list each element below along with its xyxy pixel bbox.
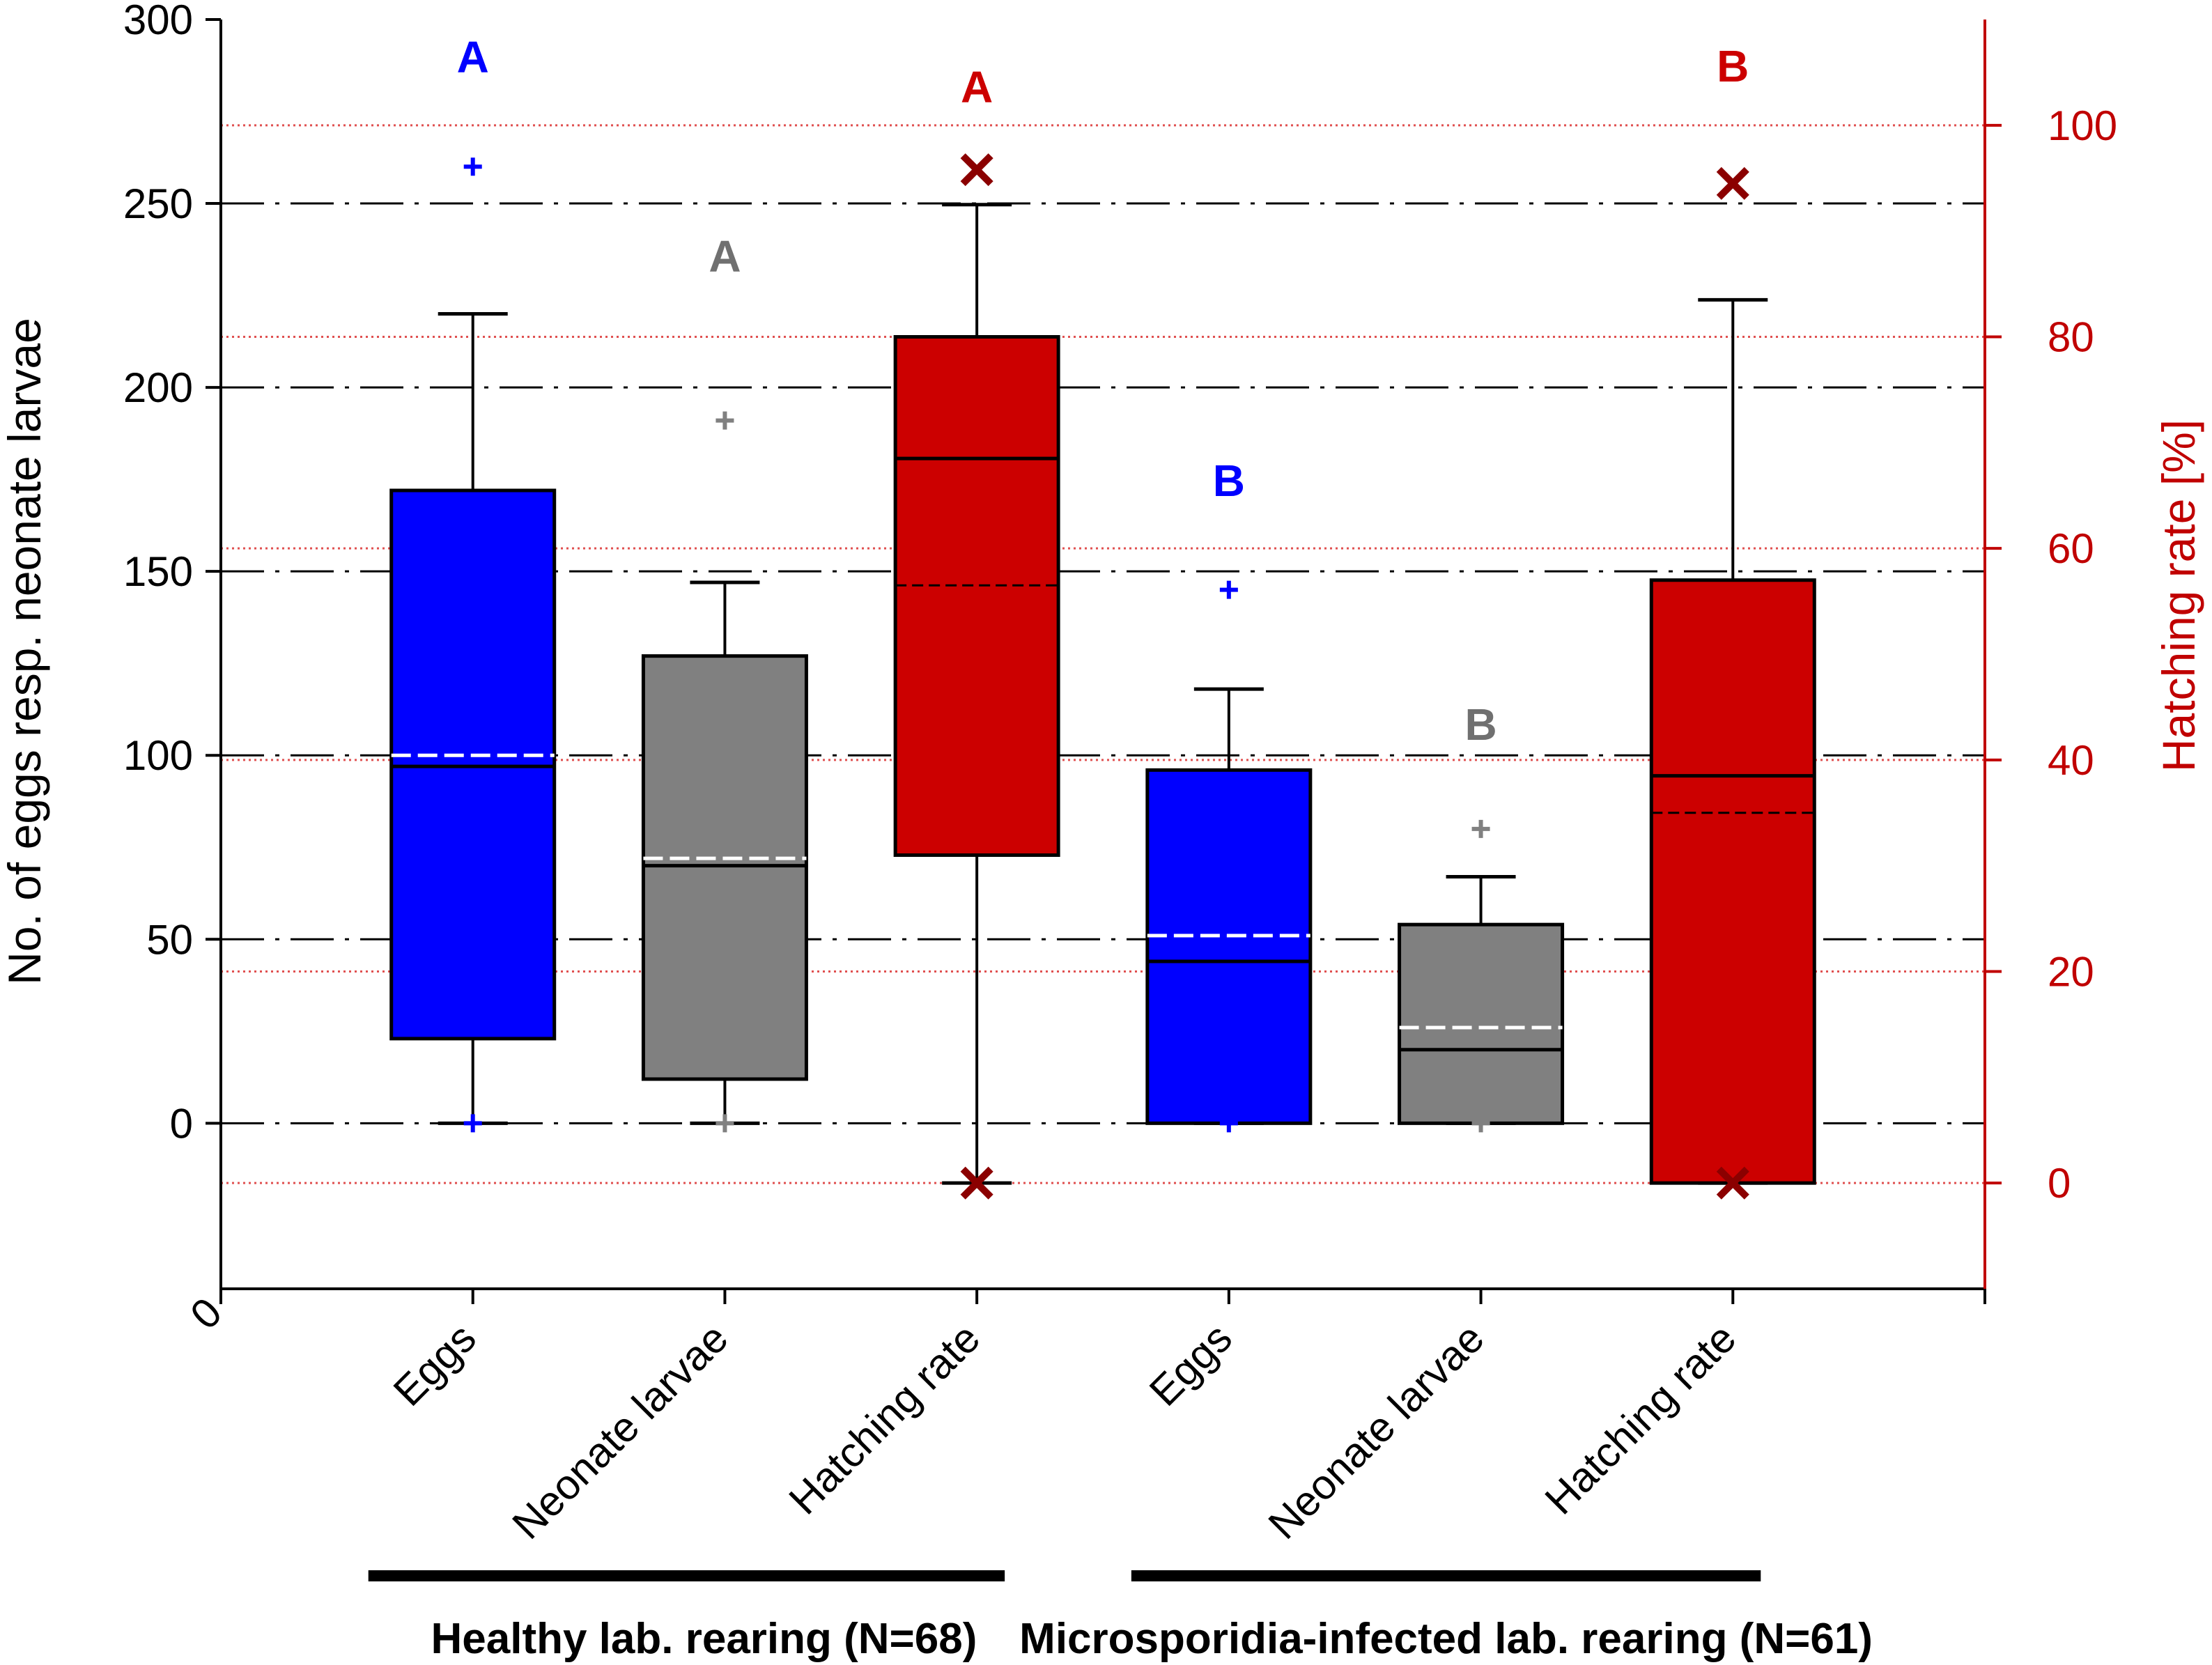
outlier-x [960,153,993,187]
box-body [1649,578,1816,1185]
box-4 [1398,819,1565,1133]
outlier-plus [716,1114,734,1133]
boxes [389,153,1816,1200]
outlier-plus [1219,580,1238,599]
outlier-plus [1471,819,1490,838]
category-label: Eggs [1140,1315,1241,1415]
outlier-x [1716,166,1749,200]
category-label: Hatching rate [1536,1315,1745,1524]
box-5 [1649,166,1816,1200]
box-body [893,335,1060,857]
left-tick-label: 250 [123,180,193,227]
significance-letter: B [1717,41,1749,91]
outlier-plus [463,1114,482,1133]
right-tick-label: 0 [2048,1160,2071,1207]
group-brackets: Healthy lab. rearing (N=68) Microsporidia… [368,1570,1873,1663]
right-axis-gridlines [221,124,1985,1184]
box-body [1145,768,1313,1125]
significance-letter: A [709,231,741,281]
box-0 [389,157,557,1133]
group-label: Healthy lab. rearing (N=68) [431,1615,977,1663]
right-tick-label: 40 [2048,737,2094,784]
outlier-x [1716,1166,1749,1200]
box-body [1398,922,1565,1125]
left-tick-label: 300 [123,0,193,43]
significance-letter: B [1213,456,1245,506]
right-tick-label: 20 [2048,949,2094,996]
category-label: Neonate larvae [1260,1315,1493,1548]
right-axis-ticks: 0 20 40 60 80 100 [1985,102,2117,1207]
outlier-plus [716,411,734,430]
box-3 [1145,580,1313,1133]
right-tick-label: 100 [2048,102,2117,149]
left-tick-label: 100 [123,732,193,779]
left-tick-label: 50 [146,916,193,963]
right-tick-label: 80 [2048,314,2094,361]
outlier-plus [463,157,482,176]
left-tick-label: 0 [170,1100,193,1147]
category-label: Hatching rate [780,1315,989,1524]
significance-letter: A [457,32,489,82]
box-body [389,488,557,1041]
right-axis-title: Hatching rate [%] [2153,419,2204,772]
outlier-plus [1219,1114,1238,1133]
left-axis-ticks: 0 50 100 150 200 250 300 [123,0,221,1147]
significance-letter: A [961,62,993,112]
box-body [641,654,808,1081]
significance-letters: A A A B B B [457,32,1749,750]
left-axis-title: No. of eggs resp. neonate larvae [0,318,50,985]
significance-letter: B [1464,699,1496,750]
outlier-plus [1471,1114,1490,1133]
category-label: Neonate larvae [503,1315,736,1548]
x-origin-label: 0 [181,1289,231,1338]
box-2 [893,153,1060,1200]
axes [219,20,1986,1304]
right-tick-label: 60 [2048,525,2094,572]
left-tick-label: 150 [123,548,193,595]
outlier-x [960,1166,993,1200]
x-category-labels: Eggs Neonate larvae Hatching rate Eggs Neona… [385,1315,1745,1548]
box-1 [641,411,808,1133]
left-tick-label: 200 [123,364,193,411]
category-label: Eggs [385,1315,485,1415]
group-label: Microsporidia-infected lab. rearing (N=6… [1019,1615,1873,1663]
